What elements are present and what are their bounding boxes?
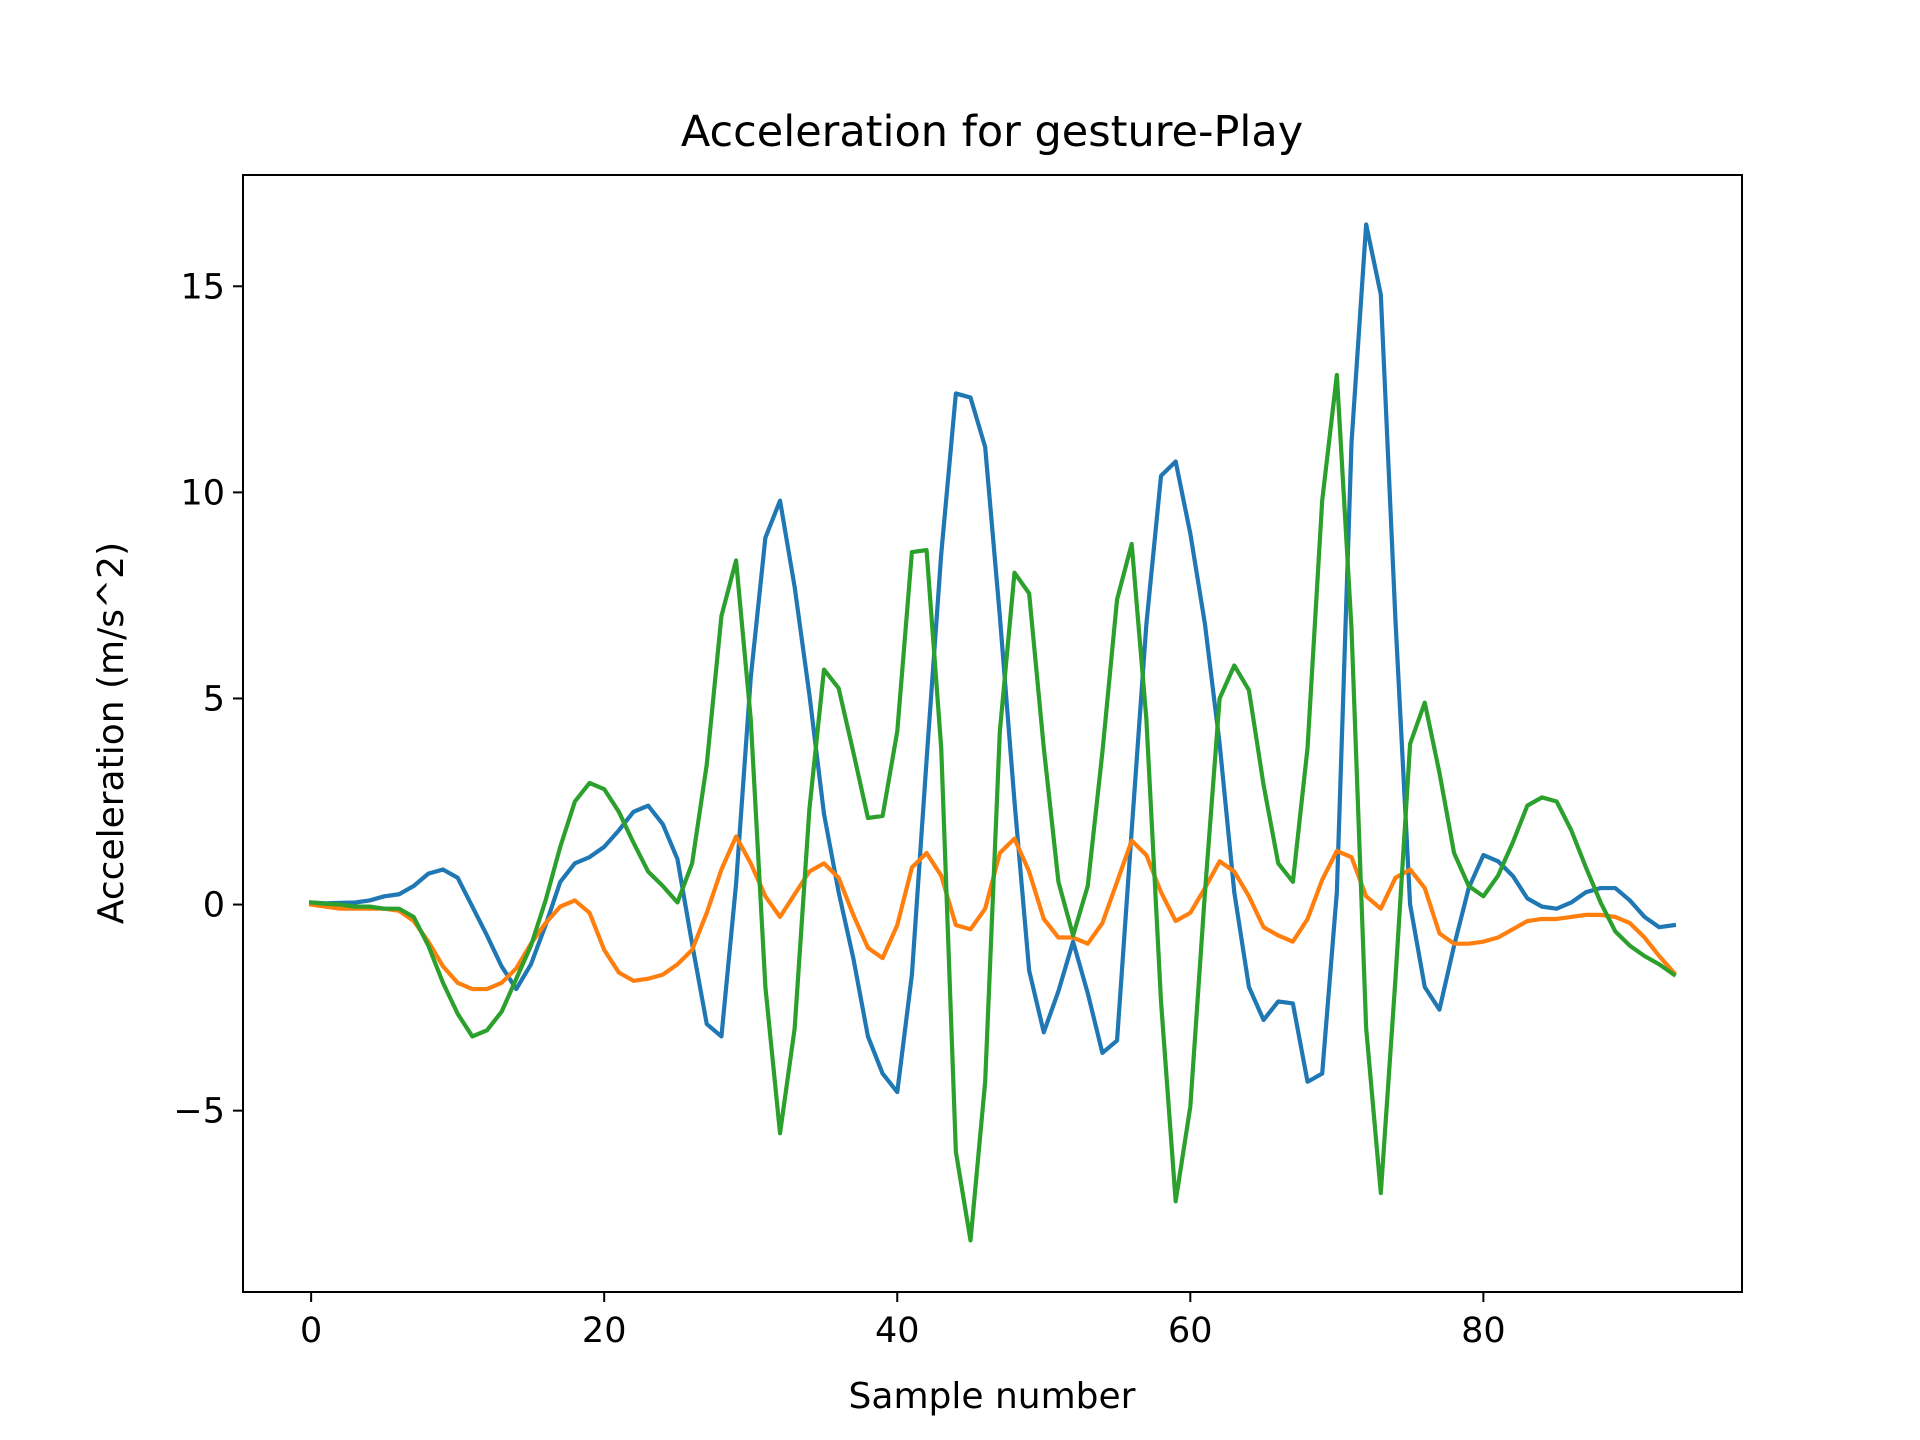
x-axis-ticks: 0 20 40 60 80 [300,1292,1506,1351]
series-line-1 [308,222,1677,1095]
x-tick-label: 40 [875,1311,920,1351]
series-layer [308,222,1677,1243]
y-tick-label: −5 [173,1092,225,1132]
x-tick-label: 0 [300,1311,322,1351]
x-tick-label: 20 [582,1311,627,1351]
plot-frame [242,174,1743,1293]
y-axis-ticks: −5 0 5 10 15 [173,267,243,1132]
y-tick-label: 10 [180,473,225,513]
y-tick-label: 5 [203,679,225,719]
y-tick-label: 15 [180,267,225,307]
x-tick-label: 60 [1168,1311,1213,1351]
y-axis-label: Acceleration (m/s^2) [91,542,132,924]
chart-title: Acceleration for gesture-Play [681,107,1303,157]
x-tick-label: 80 [1461,1311,1506,1351]
x-axis-label: Sample number [849,1376,1136,1417]
y-tick-label: 0 [203,886,225,926]
series-line-3 [308,372,1677,1243]
